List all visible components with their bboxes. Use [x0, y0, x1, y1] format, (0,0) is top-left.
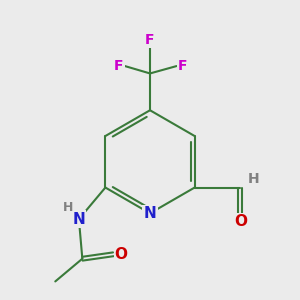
Text: F: F	[145, 33, 155, 47]
Text: N: N	[144, 206, 156, 221]
Text: N: N	[73, 212, 85, 226]
Text: H: H	[62, 201, 73, 214]
Text: H: H	[248, 172, 259, 186]
Text: O: O	[115, 247, 128, 262]
Text: F: F	[114, 59, 124, 73]
Text: F: F	[178, 59, 188, 73]
Text: O: O	[234, 214, 247, 229]
